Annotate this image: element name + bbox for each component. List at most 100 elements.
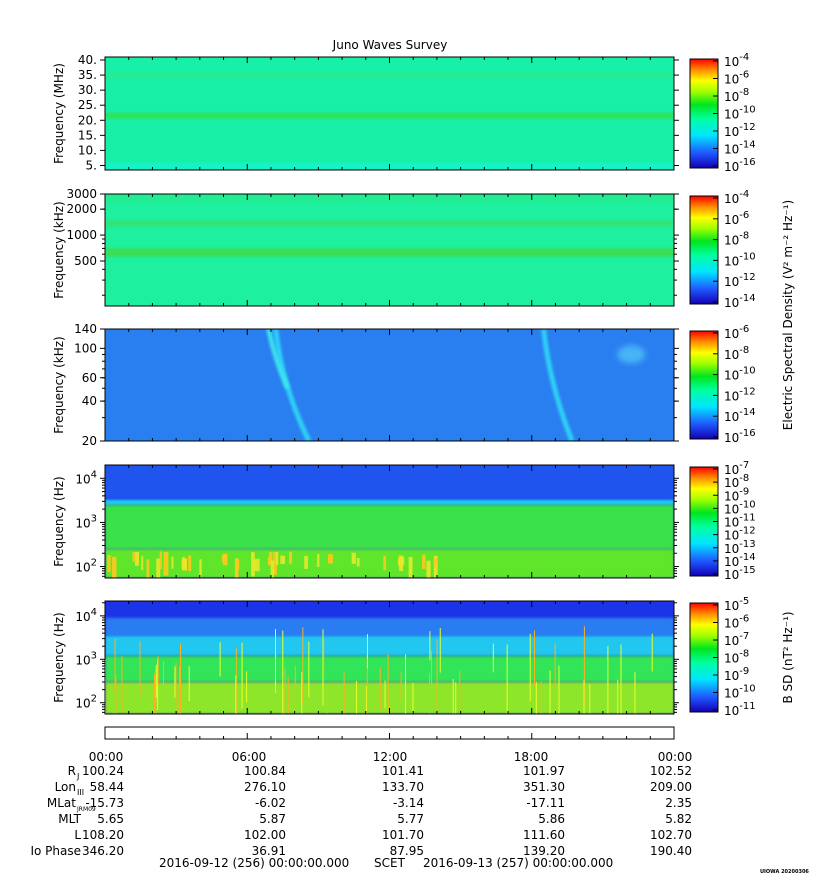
ephemeris-value: 102.00 [244,828,286,842]
ephemeris-value: 133.70 [382,780,424,794]
spectrogram-panel-1: 40.35.30.25.20.15.10.5. Frequency (MHz) 10… [52,52,756,174]
ephemeris-value: 346.20 [82,844,124,858]
ephemeris-value: 101.97 [523,764,565,778]
colorbar-tick-label: 10-7 [724,460,749,477]
spectrogram-image [105,194,674,306]
spike [365,685,367,714]
spectrogram-panel-4: 104 103 102 Frequency (Hz) 10-710-810-910-10… [52,460,756,582]
spectral-band-2 [105,248,674,257]
ephemeris-label-subscript: J [76,772,79,781]
spike [549,670,551,714]
spike [343,672,345,714]
spike [617,679,619,714]
spike [412,682,414,714]
emission-spot [188,555,192,572]
spike [302,627,304,705]
ephemeris-label: MLat [47,796,76,810]
emission-spot [134,551,139,566]
y-tick-label: 103 [75,513,97,530]
colorbar: 10-6 10-8 10-10 10-12 10-14 10-16 [689,324,756,445]
spike [554,643,556,689]
emission-spot [107,555,111,573]
spectral-band-1 [105,500,674,505]
ephemeris-value: 101.41 [382,764,424,778]
y-tick-label: 104 [75,469,97,486]
spike [583,626,585,706]
y-minor-ticks [102,479,677,577]
spike [175,662,177,714]
y-tick-label: 40. [78,53,97,67]
y-tick-label: 104 [75,607,97,624]
emission-spot [289,551,293,564]
colorbar-tick-label: 10-10 [724,366,756,383]
y-axis-label: Frequency (MHz) [52,63,66,164]
footer-mid: SCET [374,856,406,870]
ephemeris-value: -3.14 [393,796,424,810]
ephemeris-label: MLT [58,812,81,826]
spectral-band-2 [105,504,674,549]
spike [287,676,289,714]
ephemeris-label-subscript: JRM09 [76,806,96,813]
colorbar-tick-label: 10-16 [724,157,756,174]
colorbar-tick-label: 10-10 [724,684,756,701]
ephemeris-value: 5.82 [665,812,692,826]
emission-spot [401,557,405,565]
spike [235,675,237,714]
colorbar-tick-label: 10-8 [724,231,749,248]
emission-spot [182,558,188,571]
colorbar-tick-label: 10-15 [724,565,756,582]
y-tick-label: 500 [74,254,97,268]
y-tick-label: 102 [75,558,97,575]
spike [188,666,190,702]
ephemeris-value: 5.87 [259,812,286,826]
spike [308,641,310,698]
ephemeris-value: 102.52 [650,764,692,778]
intense-emission-spots [107,551,438,578]
colorbar-tick-label: 10-10 [724,251,756,268]
spectrogram-background [105,329,674,441]
y-tick-label: 3000 [66,187,97,201]
ephemeris-row: L 108.20 102.00 101.70 111.60 102.70 [74,828,692,842]
emission-spot [254,558,260,572]
emission-spot [251,552,255,577]
y-minor-ticks [102,353,677,419]
spike [529,633,531,702]
spike [436,639,438,714]
emission-spot [199,559,202,578]
emission-spot [317,554,320,567]
spectral-band-2 [105,72,674,79]
y-tick-label: 1000 [66,228,97,242]
colorbar-tick-label: 10-16 [724,428,756,445]
emission-spot [422,554,426,569]
spike [180,643,182,714]
colorbar-tick-label: 10-9 [724,666,749,683]
spike [455,682,457,714]
y-tick-label: 60 [82,371,97,385]
y-tick-label: 140 [74,322,97,336]
colorbar-tick-label: 10-5 [724,596,749,613]
y-tick-label: 20 [82,434,97,448]
y-tick-label: 25. [78,98,97,112]
spike [163,661,165,708]
spike [114,638,116,693]
impulsive-spikes [105,626,653,714]
ephemeris-value: 111.60 [523,828,565,842]
spectral-band-1 [105,219,674,227]
spike [154,677,156,714]
ephemeris-value: 5.65 [97,812,124,826]
ephemeris-row: Io Phase 346.20 36.91 87.95 139.20 190.40 [30,844,692,858]
colorbar: 10-710-810-910-1010-1110-1210-1310-1410-… [689,460,756,582]
footer-start: 2016-09-12 (256) 00:00:00.000 [159,856,349,870]
spike [157,656,159,687]
emission-spot [156,558,161,578]
colorbar-tick-label: 10-4 [724,52,749,69]
emission-spot [397,558,402,566]
ephemeris-value: 102.70 [650,828,692,842]
spike [323,638,325,677]
spike [452,678,454,714]
spike [157,659,159,710]
chart-title: Juno Waves Survey [332,38,448,52]
